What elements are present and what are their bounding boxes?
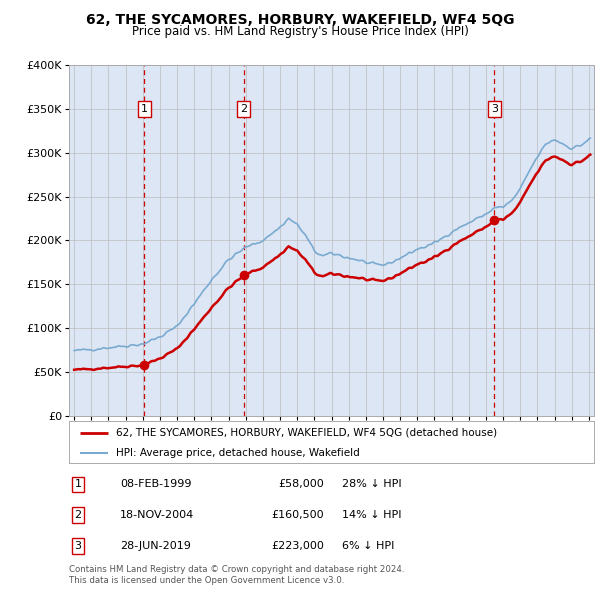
Text: 28-JUN-2019: 28-JUN-2019 [120,541,191,550]
Text: 28% ↓ HPI: 28% ↓ HPI [342,480,401,489]
Text: 2: 2 [74,510,82,520]
Text: £160,500: £160,500 [271,510,324,520]
Text: 62, THE SYCAMORES, HORBURY, WAKEFIELD, WF4 5QG (detached house): 62, THE SYCAMORES, HORBURY, WAKEFIELD, W… [116,428,497,438]
Text: 3: 3 [491,104,498,114]
Text: This data is licensed under the Open Government Licence v3.0.: This data is licensed under the Open Gov… [69,576,344,585]
Text: 62, THE SYCAMORES, HORBURY, WAKEFIELD, WF4 5QG: 62, THE SYCAMORES, HORBURY, WAKEFIELD, W… [86,13,514,27]
Text: 18-NOV-2004: 18-NOV-2004 [120,510,194,520]
Text: 08-FEB-1999: 08-FEB-1999 [120,480,191,489]
Text: Contains HM Land Registry data © Crown copyright and database right 2024.: Contains HM Land Registry data © Crown c… [69,565,404,573]
Text: Price paid vs. HM Land Registry's House Price Index (HPI): Price paid vs. HM Land Registry's House … [131,25,469,38]
Text: 6% ↓ HPI: 6% ↓ HPI [342,541,394,550]
Text: HPI: Average price, detached house, Wakefield: HPI: Average price, detached house, Wake… [116,448,360,457]
Text: 1: 1 [141,104,148,114]
Text: £223,000: £223,000 [271,541,324,550]
Text: 2: 2 [240,104,247,114]
Text: 3: 3 [74,541,82,550]
Text: 14% ↓ HPI: 14% ↓ HPI [342,510,401,520]
Text: 1: 1 [74,480,82,489]
Text: £58,000: £58,000 [278,480,324,489]
